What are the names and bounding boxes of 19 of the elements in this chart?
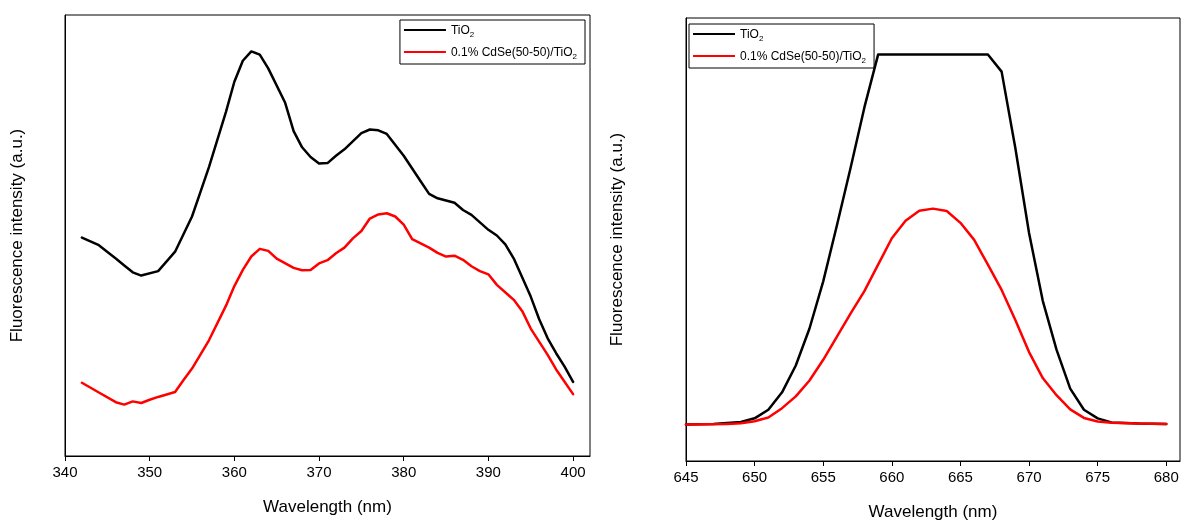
- x-tick-label: 680: [1153, 468, 1179, 485]
- x-tick-label: 400: [560, 463, 586, 480]
- x-tick-label: 655: [810, 468, 836, 485]
- x-tick-label: 370: [306, 463, 332, 480]
- x-tick-label: 350: [137, 463, 163, 480]
- x-tick-label: 660: [879, 468, 905, 485]
- y-axis-title: Fluorescence intensity (a.u.): [7, 128, 26, 343]
- x-tick-label: 645: [673, 468, 699, 485]
- x-tick-label: 665: [947, 468, 973, 485]
- x-tick-label: 340: [52, 463, 78, 480]
- x-tick-label: 675: [1085, 468, 1111, 485]
- x-tick-label: 390: [475, 463, 501, 480]
- x-axis-title: Wavelength (nm): [263, 497, 392, 516]
- x-tick-label: 360: [221, 463, 247, 480]
- x-tick-label: 670: [1016, 468, 1042, 485]
- y-axis-title: Fluorescence intensity (a.u.): [607, 132, 626, 347]
- x-tick-label: 380: [391, 463, 417, 480]
- x-tick-label: 650: [742, 468, 768, 485]
- x-axis-title: Wavelength (nm): [868, 502, 998, 521]
